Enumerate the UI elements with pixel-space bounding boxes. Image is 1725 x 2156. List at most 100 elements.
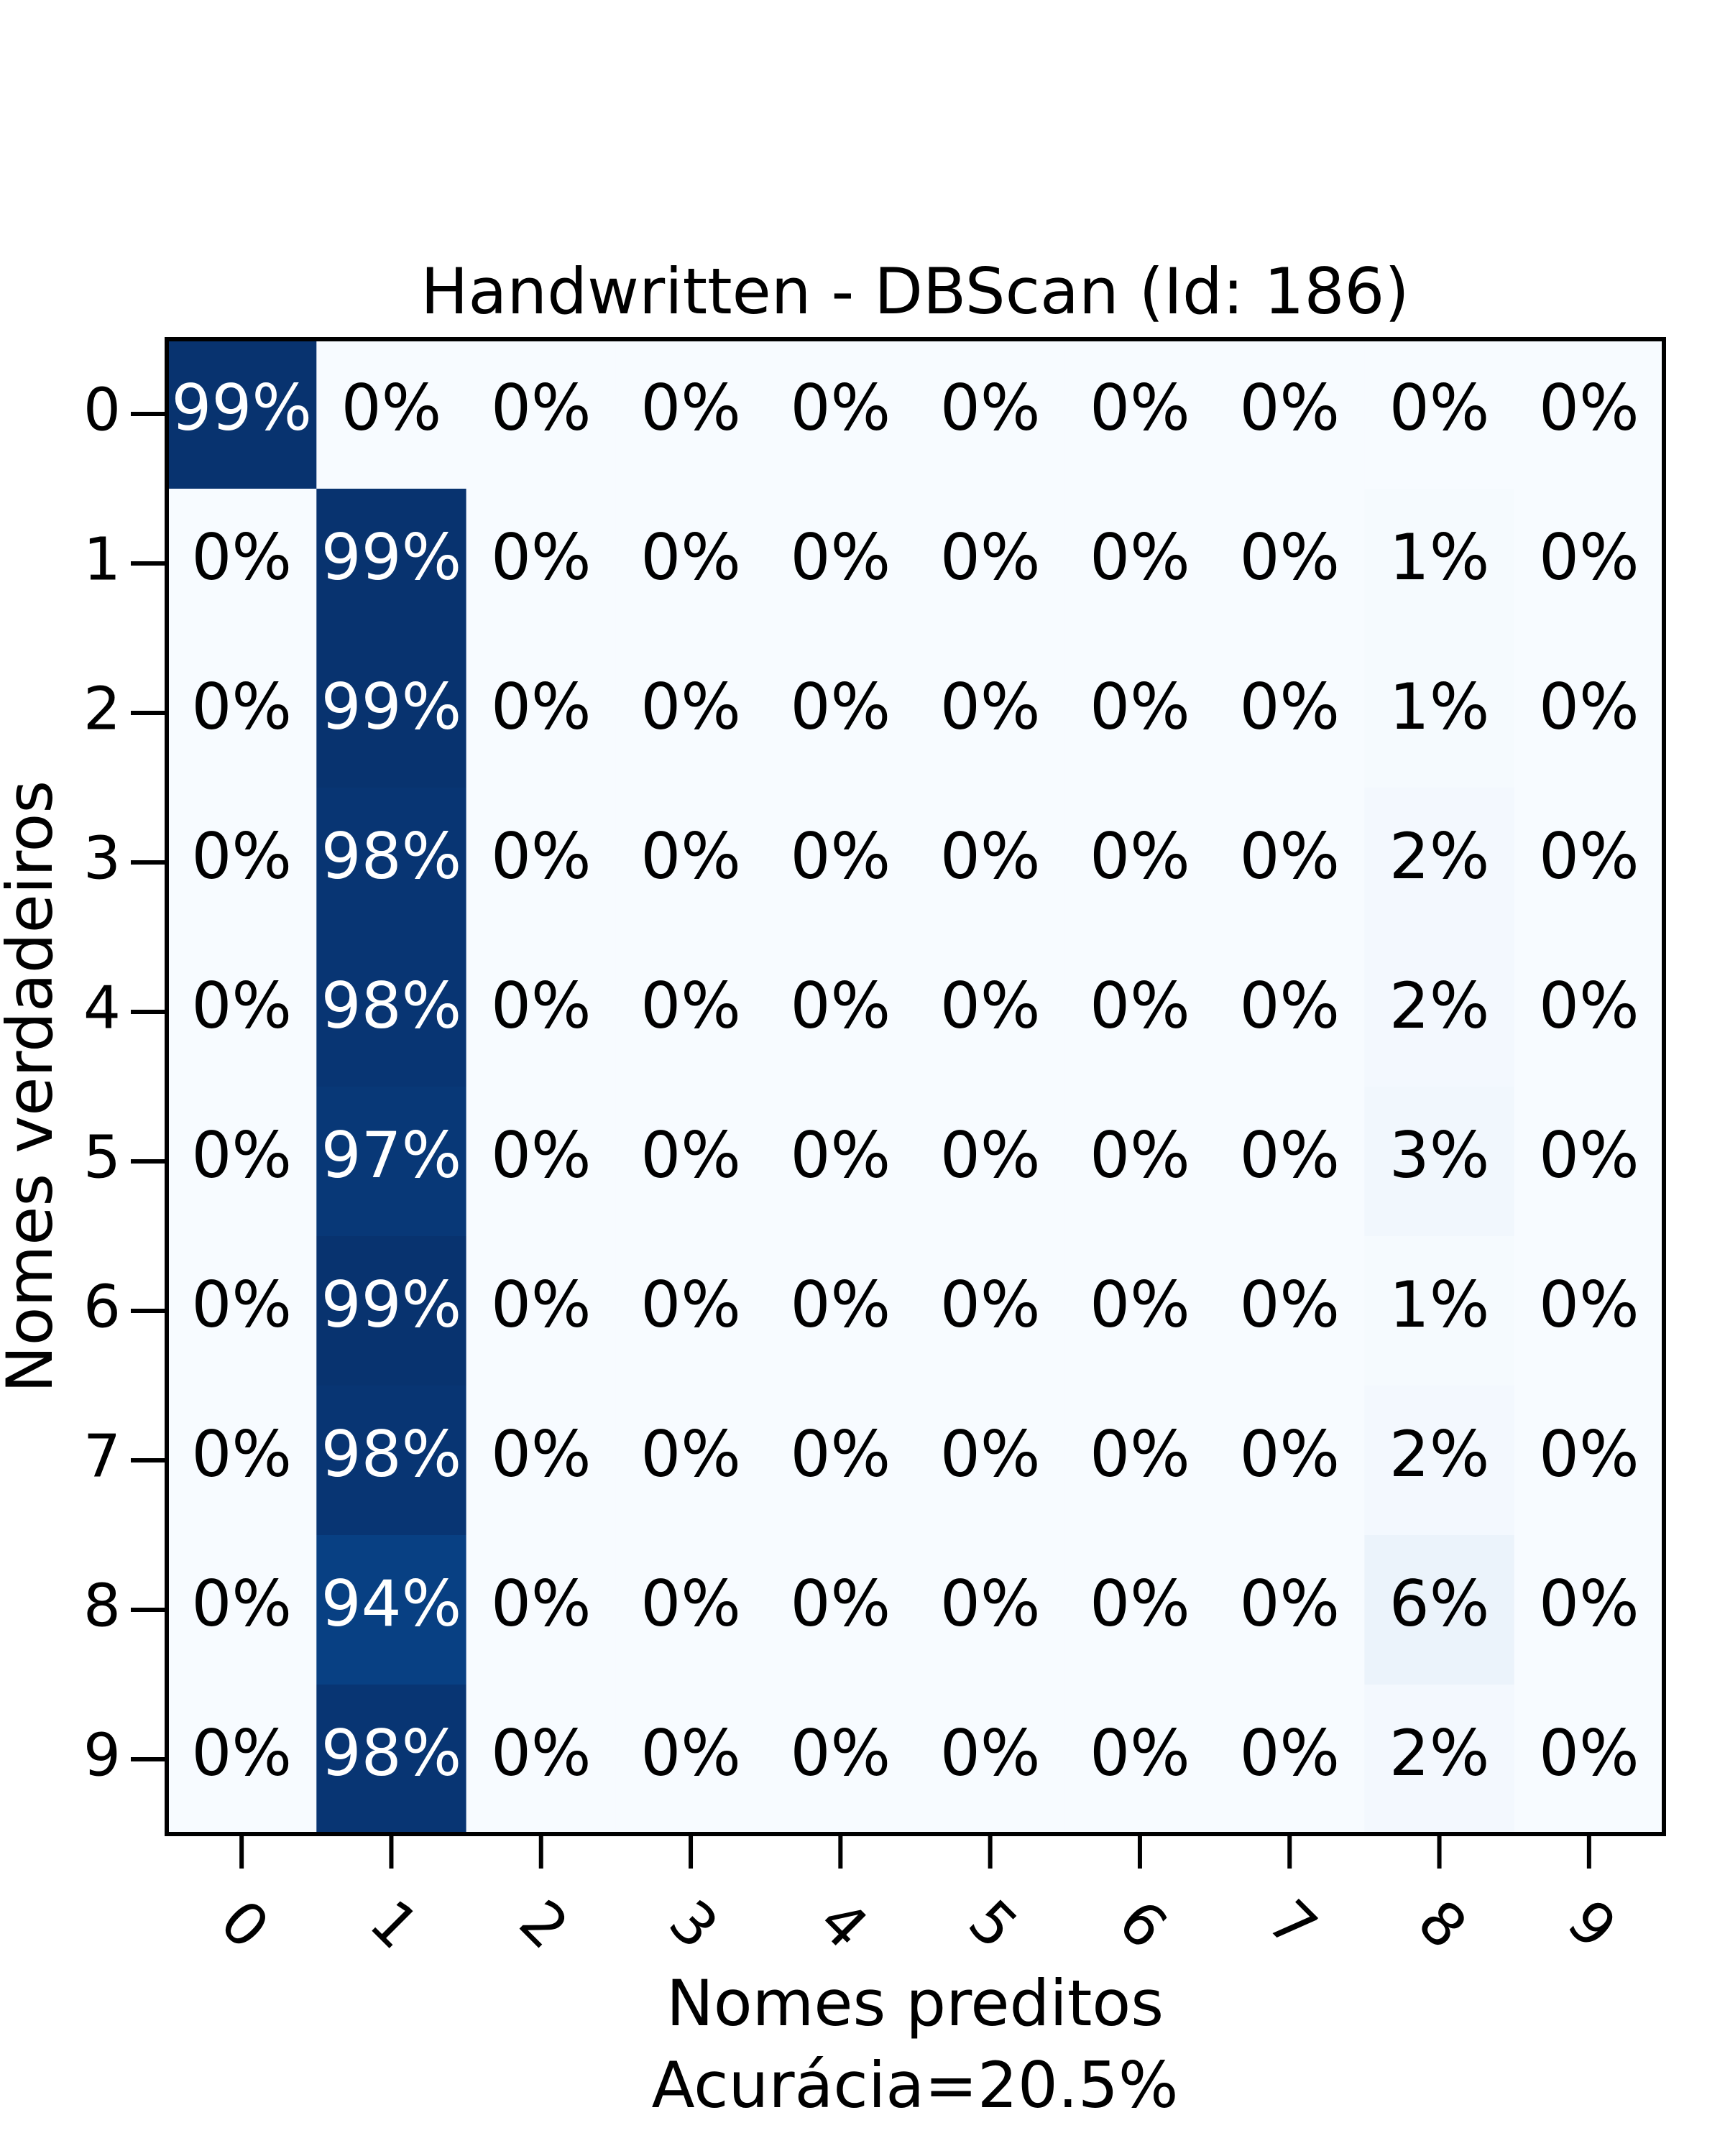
heatmap-cell-r3-c5	[915, 788, 1066, 938]
cell-value-label-r7-c8: 2%	[1389, 1417, 1490, 1491]
heatmap-cell-r1-c4	[765, 489, 916, 639]
cell-value-label-r0-c0: 99%	[171, 371, 312, 445]
cell-value-label-r2-c1: 99%	[321, 670, 462, 744]
heatmap-cell-r6-c6	[1064, 1236, 1215, 1386]
cell-value-label-r9-c9: 0%	[1539, 1716, 1639, 1790]
y-tick-label-8: 8	[83, 1572, 121, 1640]
cell-value-label-r0-c2: 0%	[491, 371, 592, 445]
cell-value-label-r1-c0: 0%	[191, 520, 292, 594]
cell-value-label-r1-c7: 0%	[1239, 520, 1340, 594]
cell-value-label-r8-c6: 0%	[1090, 1567, 1190, 1641]
heatmap-cell-r7-c1	[316, 1386, 467, 1536]
heatmap-cell-r6-c7	[1215, 1236, 1365, 1386]
heatmap-cell-r8-c6	[1064, 1535, 1215, 1685]
heatmap-cell-r2-c3	[615, 638, 766, 788]
heatmap-cell-r5-c3	[615, 1087, 766, 1237]
heatmap-cell-r5-c9	[1514, 1087, 1665, 1237]
heatmap-cell-r0-c7	[1215, 339, 1365, 489]
chart-title: Handwritten - DBScan (Id: 186)	[420, 254, 1409, 328]
heatmap-cells	[167, 339, 1665, 1835]
y-axis-label: Nomes verdadeiros	[0, 780, 67, 1393]
heatmap-cell-r3-c3	[615, 788, 766, 938]
cell-value-label-r7-c5: 0%	[940, 1417, 1041, 1491]
cell-value-label-r1-c4: 0%	[791, 520, 891, 594]
heatmap-cell-r2-c5	[915, 638, 1066, 788]
cell-value-label-r4-c5: 0%	[940, 969, 1041, 1043]
heatmap-cell-r3-c0	[167, 788, 317, 938]
cell-value-label-r5-c2: 0%	[491, 1118, 592, 1192]
heatmap-cell-r7-c9	[1514, 1386, 1665, 1536]
heatmap-cell-r0-c0	[167, 339, 317, 489]
cell-value-label-r6-c3: 0%	[640, 1268, 741, 1342]
cell-value-label-r6-c1: 99%	[321, 1268, 462, 1342]
heatmap-cell-r9-c0	[167, 1685, 317, 1835]
cell-value-label-r6-c6: 0%	[1090, 1268, 1190, 1342]
heatmap-cell-r7-c6	[1064, 1386, 1215, 1536]
heatmap-cell-r0-c2	[466, 339, 617, 489]
heatmap-cell-r7-c2	[466, 1386, 617, 1536]
heatmap-cell-r8-c0	[167, 1535, 317, 1685]
y-axis-ticks: 0 1 2 3 4 5 6 7 8 9	[83, 376, 167, 1789]
cell-value-label-r0-c9: 0%	[1539, 371, 1639, 445]
cell-value-label-r2-c0: 0%	[191, 670, 292, 744]
heatmap-cell-r4-c6	[1064, 937, 1215, 1087]
cell-value-label-r3-c9: 0%	[1539, 819, 1639, 893]
heatmap-cell-r7-c7	[1215, 1386, 1365, 1536]
heatmap-cell-r5-c7	[1215, 1087, 1365, 1237]
heatmap-cell-r0-c8	[1364, 339, 1515, 489]
heatmap-cell-r5-c8	[1364, 1087, 1515, 1237]
cell-value-label-r1-c1: 99%	[321, 520, 462, 594]
heatmap-cell-r9-c2	[466, 1685, 617, 1835]
heatmap-cell-r7-c8	[1364, 1386, 1515, 1536]
cell-value-label-r4-c1: 98%	[321, 969, 462, 1043]
cell-value-label-r9-c2: 0%	[491, 1716, 592, 1790]
heatmap-cell-r1-c7	[1215, 489, 1365, 639]
y-tick-label-4: 4	[83, 974, 121, 1042]
cell-value-label-r5-c7: 0%	[1239, 1118, 1340, 1192]
cell-value-label-r9-c4: 0%	[791, 1716, 891, 1790]
cell-value-label-r5-c6: 0%	[1090, 1118, 1190, 1192]
heatmap-cell-r4-c8	[1364, 937, 1515, 1087]
cell-value-label-r7-c1: 98%	[321, 1417, 462, 1491]
heatmap-cell-r0-c5	[915, 339, 1066, 489]
heatmap-cell-r1-c9	[1514, 489, 1665, 639]
cell-value-label-r8-c2: 0%	[491, 1567, 592, 1641]
heatmap-cell-r4-c9	[1514, 937, 1665, 1087]
cell-value-label-r0-c4: 0%	[791, 371, 891, 445]
cell-value-label-r1-c9: 0%	[1539, 520, 1639, 594]
cell-value-label-r4-c9: 0%	[1539, 969, 1639, 1043]
cell-value-label-r0-c1: 0%	[341, 371, 442, 445]
plot-frame	[165, 337, 1666, 1836]
cell-value-label-r4-c6: 0%	[1090, 969, 1190, 1043]
cell-value-label-r8-c3: 0%	[640, 1567, 741, 1641]
cell-value-label-r1-c8: 1%	[1389, 520, 1490, 594]
heatmap-cell-r8-c3	[615, 1535, 766, 1685]
cell-value-label-r9-c7: 0%	[1239, 1716, 1340, 1790]
heatmap-cell-r4-c7	[1215, 937, 1365, 1087]
heatmap-cell-r3-c9	[1514, 788, 1665, 938]
heatmap-cell-r0-c1	[316, 339, 467, 489]
heatmap-cell-r2-c4	[765, 638, 916, 788]
cell-value-label-r5-c8: 3%	[1389, 1118, 1490, 1192]
heatmap-cell-r0-c6	[1064, 339, 1215, 489]
heatmap-cell-r1-c0	[167, 489, 317, 639]
heatmap-cell-r2-c6	[1064, 638, 1215, 788]
heatmap-cell-r4-c2	[466, 937, 617, 1087]
cell-value-label-r3-c2: 0%	[491, 819, 592, 893]
heatmap-cell-r2-c2	[466, 638, 617, 788]
cell-value-label-r7-c9: 0%	[1539, 1417, 1639, 1491]
cell-value-label-r8-c0: 0%	[191, 1567, 292, 1641]
cell-value-label-r7-c3: 0%	[640, 1417, 741, 1491]
cell-value-label-r5-c1: 97%	[321, 1118, 462, 1192]
heatmap-cell-r8-c9	[1514, 1535, 1665, 1685]
cell-value-label-r2-c3: 0%	[640, 670, 741, 744]
cell-value-label-r1-c3: 0%	[640, 520, 741, 594]
cell-value-label-r4-c0: 0%	[191, 969, 292, 1043]
heatmap-cell-r7-c0	[167, 1386, 317, 1536]
cell-value-label-r3-c4: 0%	[791, 819, 891, 893]
heatmap-cell-r9-c6	[1064, 1685, 1215, 1835]
cell-value-label-r3-c5: 0%	[940, 819, 1041, 893]
heatmap-cell-r7-c3	[615, 1386, 766, 1536]
cell-value-label-r3-c1: 98%	[321, 819, 462, 893]
